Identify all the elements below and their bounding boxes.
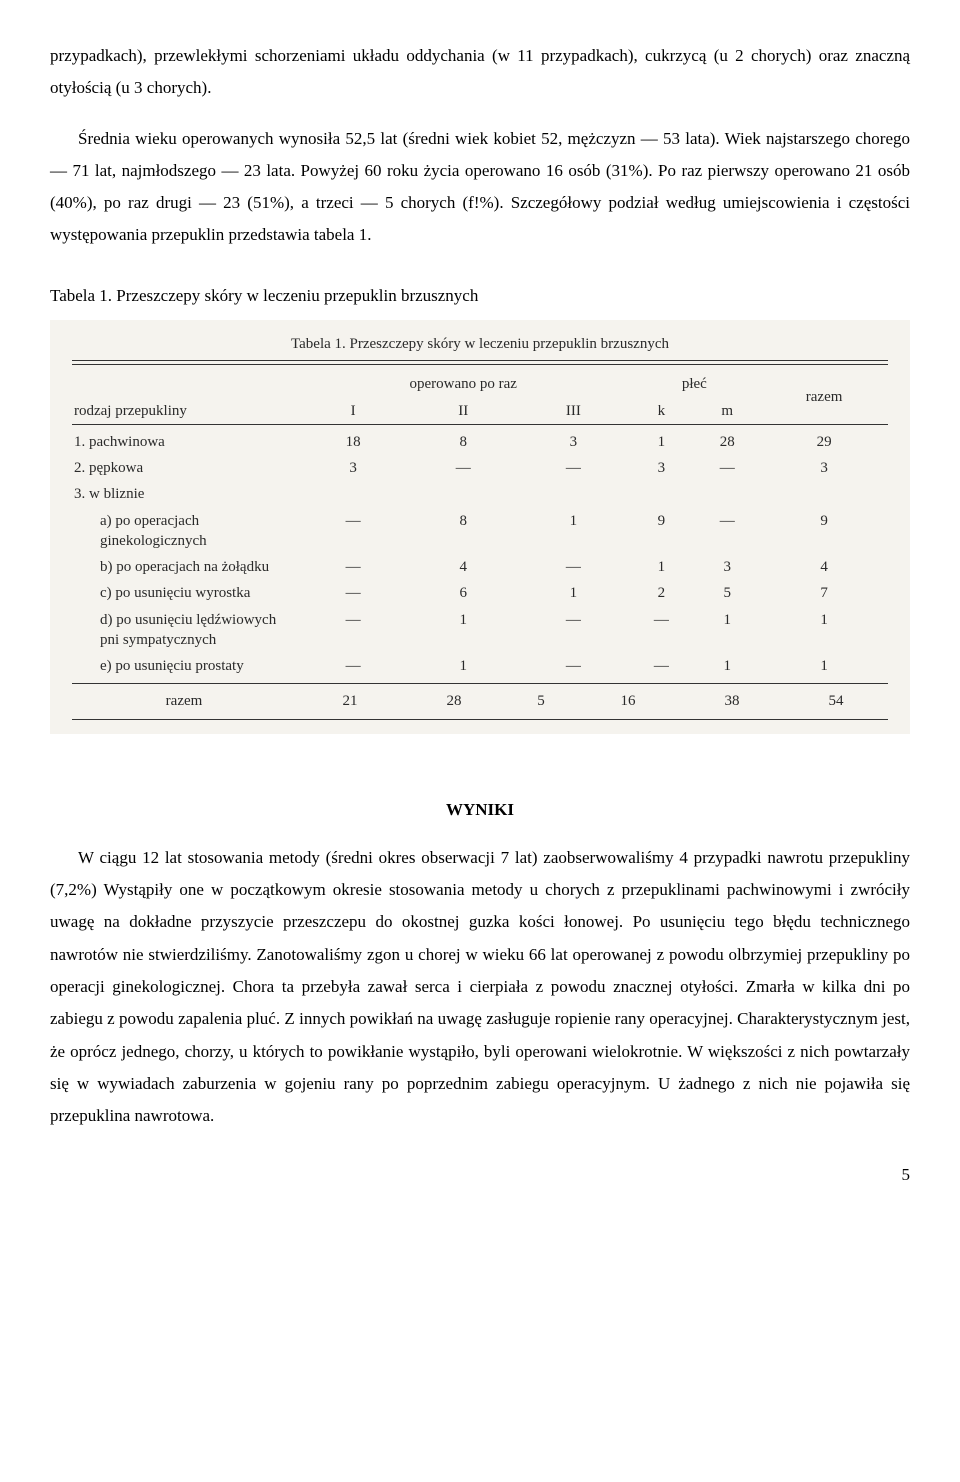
cell-k: —: [629, 653, 695, 679]
cell-razem: 7: [760, 580, 888, 606]
row-label: a) po operacjach ginekologicznych: [72, 508, 298, 555]
col-razem: razem: [760, 371, 888, 424]
col-plec: płeć: [629, 371, 761, 397]
cell-III: —: [518, 455, 628, 481]
cell-razem: 4: [760, 554, 888, 580]
cell-III: [518, 481, 628, 507]
cell-m: 28: [694, 429, 760, 455]
cell-III: 3: [518, 429, 628, 455]
row-label: 3. w bliznie: [72, 481, 298, 507]
row-label: d) po usunięciu lędźwiowych pni sympatyc…: [72, 607, 298, 654]
cell-k: [629, 481, 695, 507]
page-number: 5: [50, 1159, 910, 1191]
table-caption-outer: Tabela 1. Przeszczepy skóry w leczeniu p…: [50, 280, 910, 312]
cell-II: 8: [408, 429, 518, 455]
cell-III: —: [518, 653, 628, 679]
paragraph-3: W ciągu 12 lat stosowania metody (średni…: [50, 842, 910, 1133]
cell-III: 1: [518, 580, 628, 606]
cell-razem: 9: [760, 508, 888, 555]
table-row: b) po operacjach na żołądku—4—134: [72, 554, 888, 580]
row-label: 2. pępkowa: [72, 455, 298, 481]
cell-I: 3: [298, 455, 408, 481]
table-row: a) po operacjach ginekologicznych—819—9: [72, 508, 888, 555]
paragraph-1: przypadkach), przewlekłymi schorzeniami …: [50, 40, 910, 105]
rule-bottom: [72, 719, 888, 720]
cell-II: 1: [408, 653, 518, 679]
cell-I: —: [298, 554, 408, 580]
cell-I: —: [298, 653, 408, 679]
cell-m: 3: [694, 554, 760, 580]
data-table: rodzaj przepukliny operowano po raz płeć…: [72, 371, 888, 679]
row-label: c) po usunięciu wyrostka: [72, 580, 298, 606]
section-heading-wyniki: WYNIKI: [50, 794, 910, 826]
footer-III: 5: [506, 688, 576, 714]
cell-III: —: [518, 554, 628, 580]
col-III: III: [518, 398, 628, 425]
cell-razem: 29: [760, 429, 888, 455]
footer-I: 21: [298, 688, 402, 714]
col-operowano: operowano po raz: [298, 371, 629, 397]
table-row: 3. w bliznie: [72, 481, 888, 507]
cell-m: —: [694, 508, 760, 555]
cell-k: 3: [629, 455, 695, 481]
cell-k: 9: [629, 508, 695, 555]
table-row: d) po usunięciu lędźwiowych pni sympatyc…: [72, 607, 888, 654]
cell-m: 1: [694, 607, 760, 654]
footer-k: 16: [576, 688, 680, 714]
footer-label: razem: [72, 688, 298, 714]
cell-I: [298, 481, 408, 507]
cell-k: —: [629, 607, 695, 654]
footer-m: 38: [680, 688, 784, 714]
cell-II: 1: [408, 607, 518, 654]
rule-top: [72, 360, 888, 365]
col-I: I: [298, 398, 408, 425]
data-table-footer: razem 21 28 5 16 38 54: [72, 688, 888, 714]
col-k: k: [629, 398, 695, 425]
cell-I: —: [298, 607, 408, 654]
cell-III: —: [518, 607, 628, 654]
cell-I: —: [298, 508, 408, 555]
col-rodzaj: rodzaj przepukliny: [72, 371, 298, 424]
cell-k: 1: [629, 554, 695, 580]
cell-m: 1: [694, 653, 760, 679]
cell-I: 18: [298, 429, 408, 455]
footer-II: 28: [402, 688, 506, 714]
col-II: II: [408, 398, 518, 425]
cell-m: 5: [694, 580, 760, 606]
cell-razem: 1: [760, 607, 888, 654]
cell-II: 6: [408, 580, 518, 606]
cell-razem: 3: [760, 455, 888, 481]
scanned-table-title: Tabela 1. Przeszczepy skóry w leczeniu p…: [72, 334, 888, 354]
table-row: 2. pępkowa3——3—3: [72, 455, 888, 481]
cell-k: 1: [629, 429, 695, 455]
cell-III: 1: [518, 508, 628, 555]
row-label: 1. pachwinowa: [72, 429, 298, 455]
scanned-table-block: Tabela 1. Przeszczepy skóry w leczeniu p…: [50, 320, 910, 734]
cell-I: —: [298, 580, 408, 606]
cell-II: [408, 481, 518, 507]
rule-mid: [72, 683, 888, 684]
cell-m: [694, 481, 760, 507]
footer-razem: 54: [784, 688, 888, 714]
paragraph-2: Średnia wieku operowanych wynosiła 52,5 …: [50, 123, 910, 252]
row-label: b) po operacjach na żołądku: [72, 554, 298, 580]
cell-II: 4: [408, 554, 518, 580]
row-label: e) po usunięciu prostaty: [72, 653, 298, 679]
table-row: c) po usunięciu wyrostka—61257: [72, 580, 888, 606]
table-row: 1. pachwinowa188312829: [72, 429, 888, 455]
cell-razem: [760, 481, 888, 507]
col-m: m: [694, 398, 760, 425]
cell-k: 2: [629, 580, 695, 606]
cell-razem: 1: [760, 653, 888, 679]
cell-II: 8: [408, 508, 518, 555]
cell-m: —: [694, 455, 760, 481]
table-row: e) po usunięciu prostaty—1——11: [72, 653, 888, 679]
cell-II: —: [408, 455, 518, 481]
